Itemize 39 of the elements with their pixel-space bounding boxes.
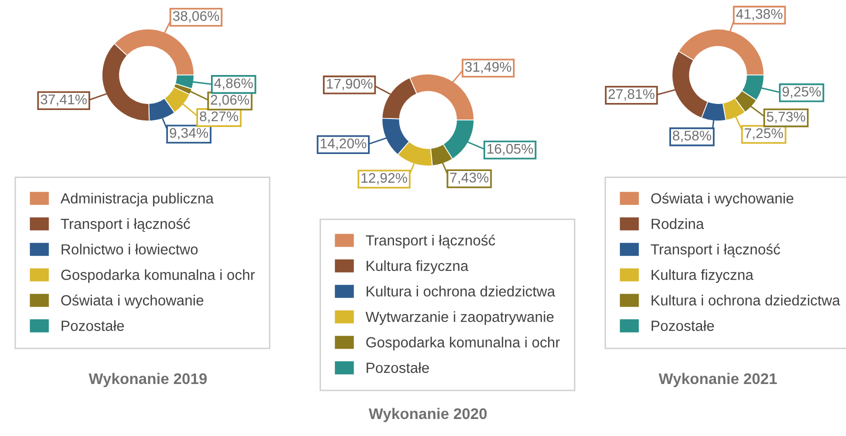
- legend-label: Transport i łączność: [60, 218, 190, 232]
- data-label: 16,05%: [487, 144, 534, 156]
- data-label: 37,41%: [40, 94, 87, 106]
- data-label: 12,92%: [362, 173, 408, 184]
- legend-label: Kultura i ochrona dziedzictwa: [652, 294, 840, 306]
- data-label: 2,06%: [210, 94, 250, 106]
- legend-label: Pozostałe: [62, 320, 124, 331]
- data-label: 14,20%: [320, 138, 366, 150]
- legend-label: Kultura fizyczna: [366, 260, 468, 274]
- legend-label: Rodzina: [652, 218, 704, 230]
- legend-label: Oświata i wychowanie: [651, 192, 794, 206]
- legend-label: Pozostałe: [652, 320, 714, 331]
- data-label: 4,86%: [214, 78, 253, 90]
- legend-label: Kultura i ochrona dziedzictwa: [366, 286, 556, 297]
- data-label: 31,49%: [465, 62, 512, 74]
- data-label: 5,73%: [766, 112, 806, 124]
- legend-label: Pozostałe: [366, 362, 429, 373]
- legend-label: Gospodarka komunalna i ochr: [366, 336, 560, 350]
- legend-label: Transport i łączność: [650, 244, 780, 258]
- legend-label: Gospodarka komunalna i ochr: [61, 269, 255, 283]
- legend-label: Kultura fizyczna: [652, 269, 754, 283]
- legend-label: Administracja publiczna: [60, 192, 214, 206]
- data-label: 17,90%: [326, 78, 372, 90]
- data-label: 9,34%: [170, 128, 208, 140]
- text: Wykonanie 2021: [658, 372, 777, 388]
- data-label: 27,81%: [608, 89, 654, 101]
- data-label: 7,25%: [744, 128, 783, 140]
- legend-label: Transport i łączność: [366, 234, 496, 248]
- data-label: 7,43%: [450, 172, 488, 184]
- text: Wykonanie 2020: [368, 408, 487, 422]
- data-label: 8,58%: [672, 130, 712, 142]
- data-label: 8,27%: [200, 111, 238, 123]
- text: Wykonanie 2019: [88, 372, 207, 388]
- legend-label: Oświata i wychowanie: [61, 294, 204, 308]
- data-label: 38,06%: [172, 11, 220, 23]
- legend-label: Wytwarzanie i zaopatrywanie: [366, 311, 554, 325]
- data-label: 41,38%: [736, 9, 782, 21]
- data-label: 9,25%: [782, 86, 821, 98]
- legend-label: Rolnictwo i łowiectwo: [62, 244, 198, 255]
